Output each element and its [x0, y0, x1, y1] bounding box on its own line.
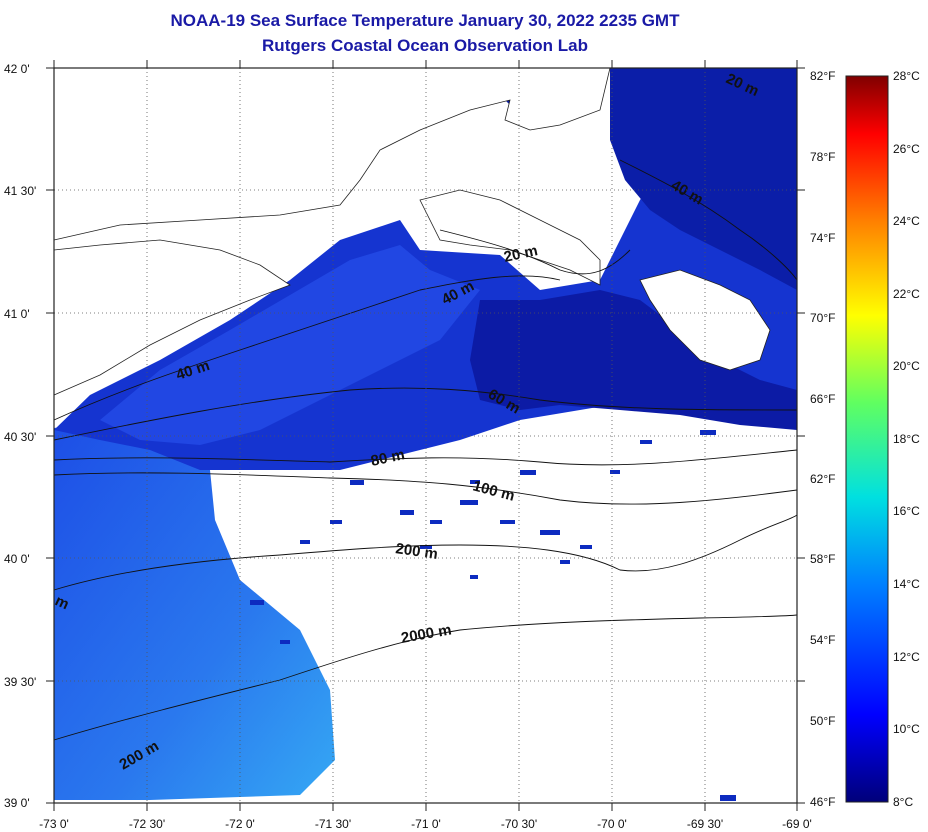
lon-label: -69 0': [782, 817, 812, 831]
celsius-label: 8°C: [893, 795, 914, 809]
lon-label: -70 0': [597, 817, 627, 831]
lon-label: -71 30': [314, 817, 352, 831]
fahrenheit-label: 54°F: [810, 633, 836, 647]
contour-40m-west: [53, 275, 561, 421]
long-island-coast: [53, 239, 291, 396]
isobath-label: 20 m: [502, 242, 539, 266]
celsius-label: 20°C: [893, 359, 920, 373]
fahrenheit-label: 66°F: [810, 392, 836, 406]
lat-label: 42 0': [4, 62, 30, 76]
sst-south-west-water: [54, 420, 335, 800]
sst-inner-shelf-water: [100, 245, 480, 445]
contour-60m: [53, 387, 798, 441]
isobath-label: m: [52, 592, 71, 613]
lon-label: -70 30': [500, 817, 538, 831]
lat-label: 39 30': [4, 675, 37, 689]
fahrenheit-label: 70°F: [810, 311, 836, 325]
cloud-speckles: [250, 430, 736, 801]
map-title: NOAA-19 Sea Surface Temperature January …: [170, 11, 680, 30]
isobath-label: 200 m: [394, 540, 438, 563]
connecticut-coast: [53, 67, 611, 241]
lon-label: -72 30': [128, 817, 166, 831]
fahrenheit-label: 74°F: [810, 231, 836, 245]
lat-label: 40 0': [4, 552, 30, 566]
fahrenheit-label: 50°F: [810, 714, 836, 728]
isobath-contours: [53, 159, 798, 741]
celsius-label: 24°C: [893, 214, 920, 228]
fahrenheit-label: 46°F: [810, 795, 836, 809]
fahrenheit-label: 82°F: [810, 69, 836, 83]
lat-label: 41 0': [4, 307, 30, 321]
celsius-label: 10°C: [893, 722, 920, 736]
land-layer: [53, 67, 771, 396]
fahrenheit-label: 62°F: [810, 472, 836, 486]
frame-ticks: [46, 60, 805, 811]
lat-label: 41 30': [4, 184, 37, 198]
isobath-label: 2000 m: [400, 621, 453, 647]
cape-cod-coast: [419, 189, 601, 286]
contour-200m: [53, 514, 798, 591]
celsius-label: 16°C: [893, 504, 920, 518]
sst-cold-central-water: [470, 290, 797, 430]
lon-label: -73 0': [39, 817, 69, 831]
lon-label: -72 0': [225, 817, 255, 831]
isobath-label: 80 m: [369, 446, 406, 470]
celsius-label: 28°C: [893, 69, 920, 83]
fahrenheit-label: 58°F: [810, 552, 836, 566]
lat-label: 39 0': [4, 796, 30, 810]
contour-2000m: [53, 614, 798, 741]
lon-label: -71 0': [411, 817, 441, 831]
celsius-label: 22°C: [893, 287, 920, 301]
lon-label: -69 30': [686, 817, 724, 831]
fahrenheit-label: 78°F: [810, 150, 836, 164]
celsius-label: 14°C: [893, 577, 920, 591]
map-subtitle: Rutgers Coastal Ocean Observation Lab: [262, 36, 588, 55]
celsius-label: 18°C: [893, 432, 920, 446]
graticule: [54, 68, 797, 803]
lat-label: 40 30': [4, 430, 37, 444]
celsius-label: 26°C: [893, 142, 920, 156]
contour-80m: [53, 449, 798, 466]
sst-north-east-water: [610, 68, 797, 290]
celsius-label: 12°C: [893, 650, 920, 664]
contour-100m: [53, 472, 798, 505]
contour-20m: [439, 229, 631, 275]
contour-40m-east: [619, 159, 798, 281]
temperature-colorbar: [845, 75, 889, 803]
